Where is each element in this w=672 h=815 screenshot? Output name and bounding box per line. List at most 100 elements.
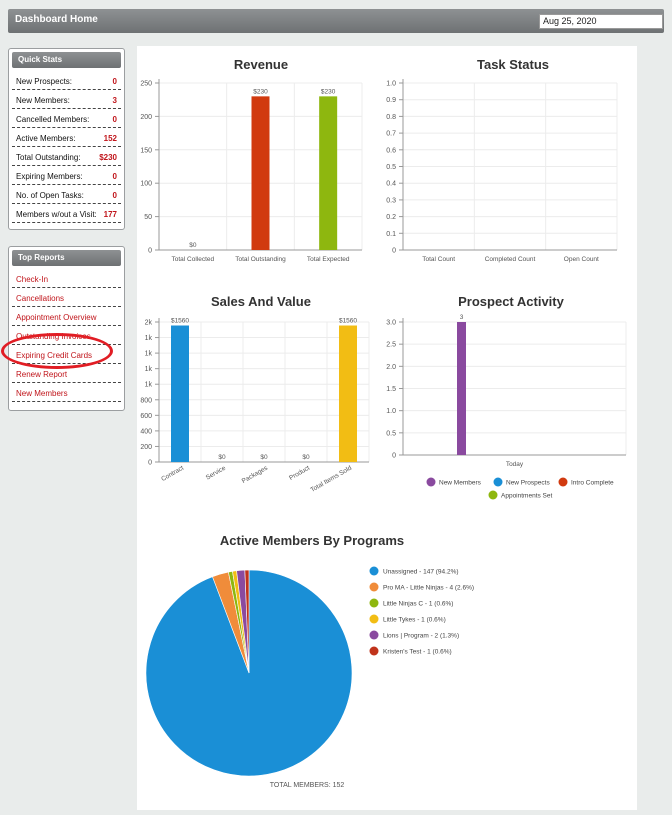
quick-stat-label: New Members:	[16, 96, 70, 105]
date-field[interactable]: Aug 25, 2020	[539, 14, 663, 29]
bar	[251, 96, 270, 250]
y-tick-label: 0.8	[386, 114, 396, 121]
legend-label: New Prospects	[506, 480, 550, 487]
y-tick-label: 1k	[145, 335, 153, 342]
legend-marker	[369, 630, 379, 640]
y-tick-label: 0.6	[386, 147, 396, 154]
y-tick-label: 1.0	[386, 81, 396, 88]
dashboard-charts: Revenue 0 50 100 150 200 250 $0 Total Collected $…	[140, 57, 627, 789]
y-tick-label: 100	[140, 181, 152, 188]
quick-stat-label: Members w/out a Visit:	[16, 210, 97, 219]
legend-marker	[369, 614, 379, 624]
report-link-row[interactable]: Renew Report	[12, 364, 121, 383]
y-tick-label: 0.5	[386, 430, 396, 437]
x-tick-label: Open Count	[564, 256, 599, 263]
report-link[interactable]: Cancellations	[16, 294, 65, 303]
legend-marker	[493, 477, 503, 487]
legend-marker	[369, 582, 379, 592]
top-reports-panel: Top Reports Check-In Cancellations Appoint…	[8, 246, 125, 411]
x-tick-label: Packages	[241, 464, 270, 485]
quick-stat-value: 0	[112, 115, 117, 124]
x-tick-label: Total Outstanding	[235, 256, 286, 263]
x-tick-label: Total Collected	[172, 256, 215, 263]
quick-stat-label: New Prospects:	[16, 77, 73, 86]
quick-stat-label: Expiring Members:	[16, 172, 83, 181]
legend-label: Pro MA - Little Ninjas - 4 (2.6%)	[383, 585, 474, 592]
quick-stat-value: 3	[112, 96, 117, 105]
y-tick-label: 0	[392, 453, 396, 460]
dashboard-main: Revenue 0 50 100 150 200 250 $0 Total Collected $…	[137, 46, 637, 810]
quick-stat-value: $230	[99, 153, 117, 162]
y-tick-label: 2.0	[386, 364, 396, 371]
x-tick-label: Total Count	[422, 256, 455, 263]
legend-label: Appointments Set	[501, 493, 553, 500]
y-tick-label: 3.0	[386, 320, 396, 327]
data-label: $230	[321, 88, 336, 95]
report-link-row[interactable]: Cancellations	[12, 288, 121, 307]
legend-marker	[369, 566, 379, 576]
data-label: $0	[218, 454, 226, 461]
report-link-row[interactable]: Check-In	[12, 269, 121, 288]
y-tick-label: 1.0	[386, 408, 396, 415]
y-tick-label: 0.2	[386, 214, 396, 221]
quick-stat-label: No. of Open Tasks:	[16, 191, 84, 200]
quick-stat-row: Active Members: 152	[12, 128, 121, 147]
y-tick-label: 1k	[145, 382, 153, 389]
data-label: $1560	[339, 318, 357, 325]
data-label: $0	[302, 454, 310, 461]
quick-stat-row: Members w/out a Visit: 177	[12, 204, 121, 223]
y-tick-label: 0.9	[386, 97, 396, 104]
y-tick-label: 1.5	[386, 386, 396, 393]
report-link[interactable]: Check-In	[16, 275, 49, 284]
y-tick-label: 50	[144, 214, 152, 221]
legend-marker	[488, 490, 498, 500]
page-title: Dashboard Home	[15, 14, 98, 25]
bar	[171, 325, 189, 462]
legend-label: Unassigned - 147 (94.2%)	[383, 569, 459, 576]
legend-label: Little Tykes - 1 (0.6%)	[383, 617, 446, 624]
report-link-row[interactable]: Appointment Overview	[12, 307, 121, 326]
quick-stat-label: Cancelled Members:	[16, 115, 90, 124]
chart-title: Active Members By Programs	[220, 533, 404, 548]
legend-label: Lions | Program - 2 (1.3%)	[383, 633, 459, 640]
quick-stats-list: New Prospects: 0 New Members: 3 Cancelled Me…	[9, 71, 124, 223]
bar	[457, 322, 466, 455]
pie-slice	[244, 569, 250, 674]
legend-marker	[558, 477, 568, 487]
chart-title: Sales And Value	[211, 294, 311, 309]
y-tick-label: 0.7	[386, 131, 396, 138]
chart-title: Task Status	[477, 57, 549, 72]
quick-stat-value: 177	[103, 210, 117, 219]
data-label: $230	[253, 88, 268, 95]
y-tick-label: 200	[140, 114, 152, 121]
quick-stat-row: New Prospects: 0	[12, 71, 121, 90]
x-tick-label: Total Items Sold	[309, 464, 353, 493]
top-reports-title: Top Reports	[12, 250, 121, 266]
legend-marker	[426, 477, 436, 487]
red-highlight-circle	[1, 333, 113, 369]
y-tick-label: 0	[148, 460, 152, 467]
quick-stat-row: New Members: 3	[12, 90, 121, 109]
y-tick-label: 250	[140, 81, 152, 88]
y-tick-label: 0	[392, 248, 396, 255]
bar	[319, 96, 338, 250]
report-link[interactable]: Appointment Overview	[16, 313, 97, 322]
quick-stats-title: Quick Stats	[12, 52, 121, 68]
chart-title: Prospect Activity	[458, 294, 564, 309]
quick-stat-row: Total Outstanding: $230	[12, 147, 121, 166]
y-tick-label: 0.5	[386, 164, 396, 171]
total-members-label: TOTAL MEMBERS: 152	[270, 782, 345, 789]
legend-label: Kristen's Test - 1 (0.6%)	[383, 649, 452, 656]
legend-label: Intro Complete	[571, 480, 614, 487]
legend-label: New Members	[439, 480, 482, 487]
bar	[339, 325, 357, 462]
report-link-row[interactable]: New Members	[12, 383, 121, 402]
report-link[interactable]: Renew Report	[16, 370, 68, 379]
data-label: 3	[460, 314, 464, 321]
y-tick-label: 400	[140, 428, 152, 435]
quick-stat-value: 0	[112, 172, 117, 181]
report-link[interactable]: New Members	[16, 389, 68, 398]
y-tick-label: 2.5	[386, 342, 396, 349]
y-tick-label: 0.1	[386, 231, 396, 238]
x-tick-label: Product	[288, 465, 311, 482]
